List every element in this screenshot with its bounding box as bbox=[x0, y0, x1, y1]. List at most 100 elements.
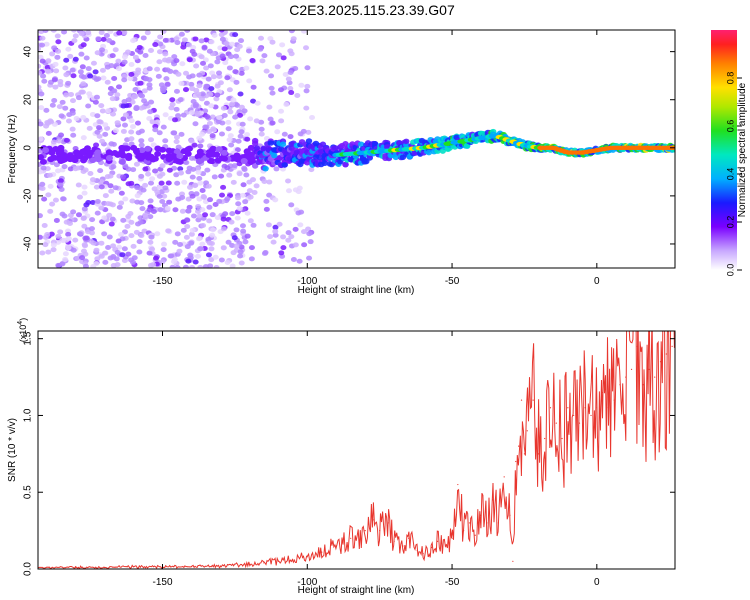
noise-blob bbox=[109, 216, 116, 222]
noise-blob bbox=[192, 259, 199, 265]
noise-blob bbox=[125, 213, 132, 219]
noise-blob bbox=[156, 130, 163, 136]
noise-blob bbox=[222, 60, 229, 66]
noise-blob bbox=[183, 234, 190, 240]
noise-blob bbox=[76, 194, 83, 200]
noise-blob bbox=[56, 104, 63, 110]
noise-blob bbox=[213, 96, 220, 102]
noise-blob bbox=[98, 240, 105, 246]
noise-blob bbox=[261, 178, 268, 184]
noise-blob bbox=[62, 256, 69, 262]
snr-point bbox=[263, 562, 265, 564]
snr-point bbox=[379, 530, 381, 532]
noise-blob bbox=[184, 244, 191, 250]
noise-blob bbox=[268, 85, 275, 91]
noise-blob bbox=[183, 87, 190, 93]
noise-blob bbox=[204, 114, 211, 120]
noise-blob bbox=[278, 250, 285, 256]
noise-blob bbox=[102, 122, 109, 128]
ridge-blob bbox=[357, 141, 365, 148]
noise-blob bbox=[101, 215, 108, 221]
noise-blob bbox=[93, 261, 100, 267]
noise-blob bbox=[308, 167, 315, 173]
noise-blob bbox=[231, 235, 238, 241]
noise-blob bbox=[39, 58, 46, 64]
band-blob bbox=[184, 150, 192, 157]
noise-blob bbox=[118, 200, 125, 206]
noise-blob bbox=[190, 45, 197, 51]
noise-blob bbox=[114, 92, 121, 98]
noise-blob bbox=[128, 61, 135, 67]
noise-blob bbox=[140, 35, 147, 41]
spectrogram-x-tick-label: -50 bbox=[445, 276, 460, 287]
noise-blob bbox=[161, 85, 168, 91]
band-blob bbox=[80, 157, 88, 164]
noise-blob bbox=[229, 243, 236, 249]
band-blob bbox=[105, 154, 113, 161]
noise-blob bbox=[225, 119, 232, 125]
noise-blob bbox=[38, 70, 43, 76]
band-blob bbox=[42, 147, 50, 154]
noise-blob bbox=[82, 235, 89, 241]
snr-point bbox=[480, 514, 482, 516]
snr-y-tick-label: 1.0 bbox=[23, 408, 34, 422]
noise-blob bbox=[278, 118, 285, 124]
noise-blob bbox=[150, 208, 157, 214]
noise-blob bbox=[155, 73, 162, 79]
snr-point bbox=[518, 445, 520, 447]
noise-blob bbox=[94, 50, 101, 56]
noise-blob bbox=[219, 192, 226, 198]
noise-blob bbox=[92, 99, 99, 105]
noise-blob bbox=[178, 31, 185, 37]
noise-blob bbox=[154, 66, 161, 72]
noise-blob bbox=[281, 131, 288, 137]
snr-x-tick-label: -100 bbox=[297, 577, 317, 588]
snr-x-tick-label: -150 bbox=[152, 577, 172, 588]
noise-blob bbox=[227, 133, 234, 139]
snr-point bbox=[463, 530, 465, 532]
ridge-blob bbox=[425, 149, 433, 156]
noise-blob bbox=[187, 252, 194, 258]
noise-blob bbox=[97, 168, 104, 174]
snr-point bbox=[474, 534, 476, 536]
noise-blob bbox=[235, 201, 242, 207]
noise-blob bbox=[39, 181, 46, 187]
noise-blob bbox=[55, 233, 62, 239]
noise-blob bbox=[39, 250, 46, 256]
noise-blob bbox=[65, 118, 72, 124]
noise-blob bbox=[189, 227, 196, 233]
noise-blob bbox=[203, 83, 210, 89]
noise-blob bbox=[94, 199, 101, 205]
snr-y-ticks: 0.0 0.5 1.0 1.5 bbox=[23, 331, 675, 576]
noise-blob bbox=[107, 255, 114, 261]
noise-blob bbox=[90, 60, 97, 66]
noise-blob bbox=[99, 108, 106, 114]
noise-blob bbox=[233, 53, 240, 59]
noise-blob bbox=[66, 221, 73, 227]
noise-blob bbox=[158, 180, 165, 186]
noise-blob bbox=[229, 263, 236, 268]
snr-point bbox=[408, 537, 410, 539]
noise-blob bbox=[292, 226, 299, 232]
noise-blob bbox=[63, 72, 70, 78]
band-blob bbox=[38, 154, 45, 161]
noise-blob bbox=[219, 120, 226, 126]
noise-blob bbox=[94, 113, 101, 119]
noise-blob bbox=[63, 57, 70, 63]
noise-blob bbox=[228, 219, 235, 225]
noise-blob bbox=[184, 30, 191, 33]
noise-blob bbox=[43, 107, 50, 113]
noise-blob bbox=[261, 250, 268, 256]
noise-blob bbox=[300, 229, 307, 235]
noise-blob bbox=[73, 116, 80, 122]
noise-blob bbox=[146, 66, 153, 72]
spectrogram-y-tick-label: 40 bbox=[23, 46, 34, 58]
noise-blob bbox=[86, 125, 93, 131]
noise-blob bbox=[208, 103, 215, 109]
band-blob bbox=[71, 157, 79, 164]
noise-blob bbox=[166, 199, 173, 205]
snr-point bbox=[491, 499, 494, 501]
noise-blob bbox=[230, 250, 237, 256]
noise-blob bbox=[50, 30, 57, 33]
